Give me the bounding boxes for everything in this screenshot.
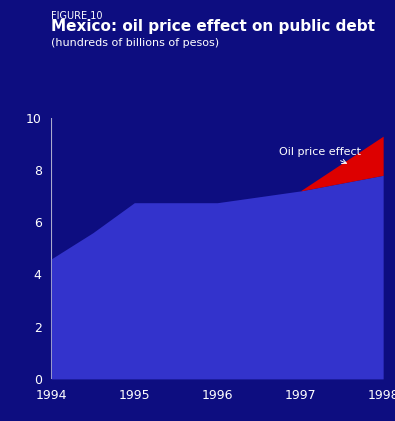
Text: Mexico: oil price effect on public debt: Mexico: oil price effect on public debt <box>51 19 375 34</box>
Text: FIGURE 10: FIGURE 10 <box>51 11 103 21</box>
Text: (hundreds of billions of pesos): (hundreds of billions of pesos) <box>51 38 220 48</box>
Text: Oil price effect: Oil price effect <box>279 147 361 163</box>
